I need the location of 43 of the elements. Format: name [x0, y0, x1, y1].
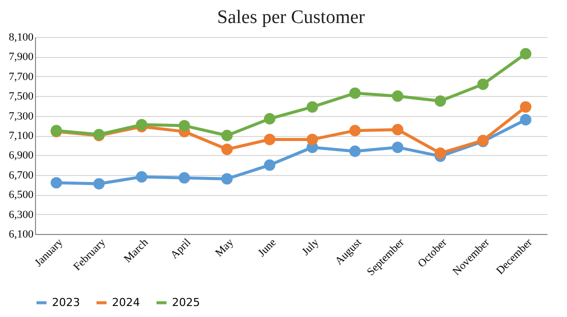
- y-tick-label: 6,500: [8, 189, 34, 202]
- legend-label: 2023: [52, 296, 80, 309]
- y-tick-label: 7,900: [8, 51, 34, 64]
- point: [349, 146, 361, 157]
- chart-title: Sales per Customer: [217, 7, 366, 28]
- x-tick-label: July: [300, 236, 322, 258]
- point: [392, 142, 404, 154]
- point: [392, 90, 404, 102]
- y-tick-label: 6,300: [8, 208, 34, 221]
- y-tick-label: 7,700: [8, 70, 34, 83]
- point: [477, 78, 489, 90]
- point: [520, 114, 532, 126]
- y-tick-label: 6,700: [8, 169, 34, 182]
- point: [221, 173, 233, 185]
- point: [349, 87, 361, 99]
- y-tick-label: 8,100: [8, 32, 34, 44]
- point: [178, 172, 190, 184]
- point: [306, 134, 318, 146]
- point: [221, 130, 233, 142]
- x-tick-label: June: [256, 236, 279, 260]
- point: [520, 48, 532, 60]
- point: [264, 113, 276, 124]
- x-tick-label: May: [213, 236, 236, 260]
- point: [520, 101, 532, 113]
- point: [178, 120, 190, 132]
- legend-label: 2024: [112, 296, 140, 309]
- y-tick-label: 7,500: [8, 90, 34, 103]
- point: [349, 124, 361, 136]
- point: [434, 148, 446, 159]
- point: [392, 124, 404, 136]
- point: [434, 95, 446, 107]
- legend-label: 2025: [172, 296, 200, 309]
- point: [136, 171, 148, 183]
- y-tick-label: 7,300: [8, 110, 34, 122]
- point: [264, 134, 276, 146]
- y-tick-label: 7,100: [8, 130, 34, 142]
- y-tick-label: 6,900: [8, 150, 34, 162]
- point: [306, 101, 318, 113]
- point: [50, 177, 62, 188]
- y-tick-label: 6,100: [8, 228, 34, 240]
- point: [264, 159, 276, 171]
- point: [221, 144, 233, 155]
- point: [93, 178, 105, 190]
